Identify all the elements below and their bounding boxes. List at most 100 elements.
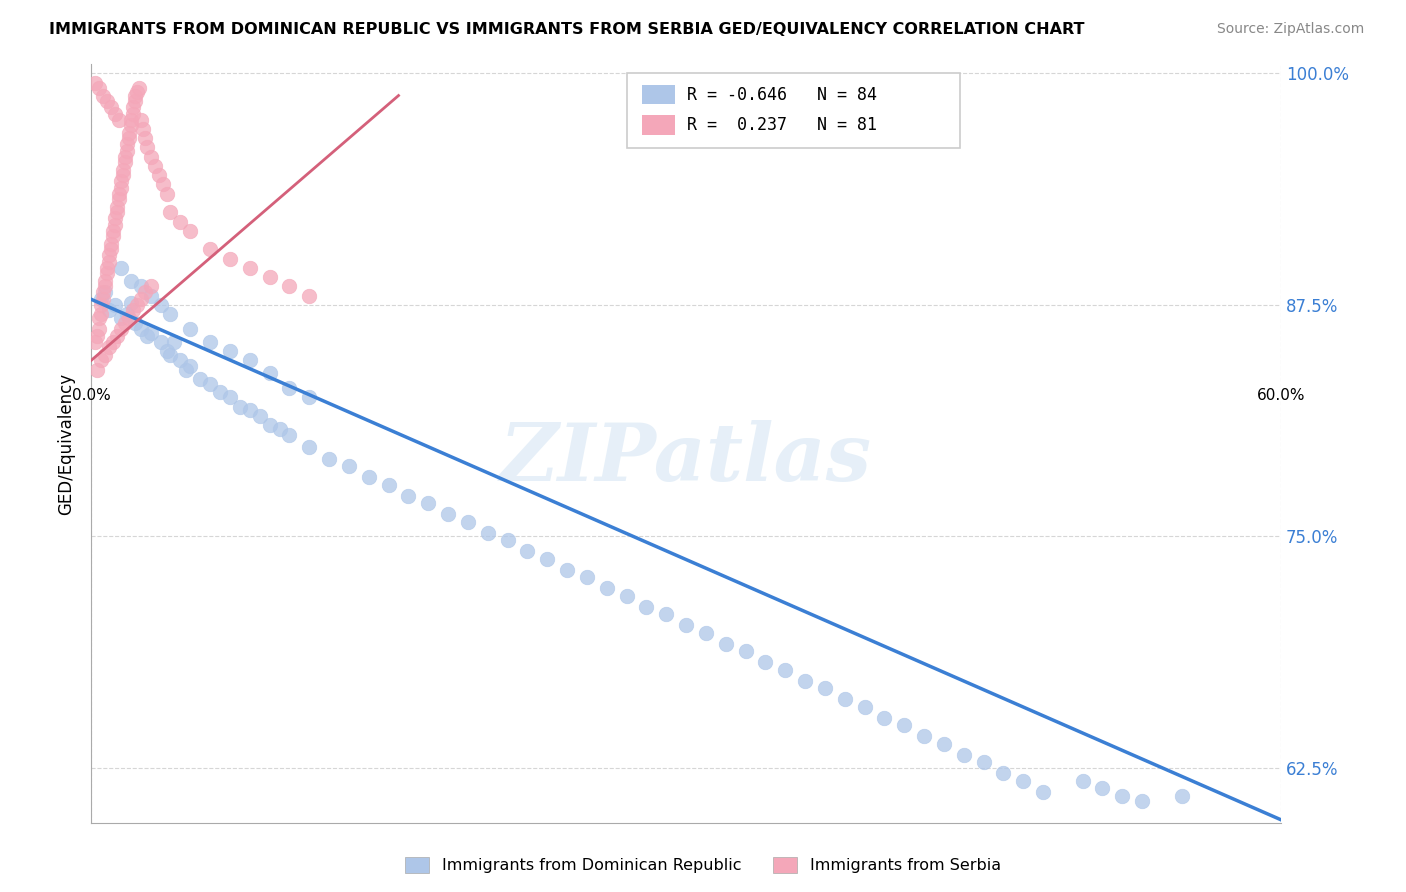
Point bbox=[169, 214, 191, 228]
Point bbox=[555, 563, 578, 577]
Point bbox=[108, 186, 131, 201]
Point bbox=[90, 307, 112, 321]
Point bbox=[773, 663, 796, 677]
Point bbox=[110, 322, 132, 336]
FancyBboxPatch shape bbox=[643, 85, 675, 104]
Point bbox=[98, 255, 121, 269]
Point bbox=[149, 334, 172, 349]
Point bbox=[179, 359, 201, 373]
Text: IMMIGRANTS FROM DOMINICAN REPUBLIC VS IMMIGRANTS FROM SERBIA GED/EQUIVALENCY COR: IMMIGRANTS FROM DOMINICAN REPUBLIC VS IM… bbox=[49, 22, 1084, 37]
Text: Source: ZipAtlas.com: Source: ZipAtlas.com bbox=[1216, 22, 1364, 37]
Point bbox=[298, 288, 321, 302]
Point bbox=[188, 372, 211, 386]
Point bbox=[596, 581, 619, 595]
Point bbox=[124, 317, 146, 331]
Point bbox=[98, 248, 121, 262]
Point bbox=[229, 400, 252, 414]
Point bbox=[120, 274, 142, 288]
Point bbox=[932, 737, 955, 751]
Point bbox=[219, 344, 242, 359]
Text: ZIPatlas: ZIPatlas bbox=[501, 420, 872, 498]
Point bbox=[129, 293, 152, 307]
Point bbox=[357, 470, 380, 484]
Point bbox=[159, 205, 181, 219]
Point bbox=[87, 310, 110, 325]
Point bbox=[110, 181, 132, 195]
Point bbox=[110, 310, 132, 325]
Point bbox=[219, 252, 242, 266]
Point bbox=[1130, 794, 1153, 808]
Point bbox=[118, 310, 141, 325]
Point bbox=[105, 205, 128, 219]
Point bbox=[239, 260, 262, 275]
Point bbox=[101, 224, 124, 238]
Point bbox=[100, 100, 122, 114]
Point bbox=[90, 293, 112, 307]
Point bbox=[125, 85, 148, 99]
Point bbox=[86, 362, 108, 376]
Point bbox=[143, 159, 166, 173]
Point bbox=[96, 260, 118, 275]
Point bbox=[1091, 781, 1114, 796]
Point bbox=[87, 81, 110, 95]
Point bbox=[94, 279, 117, 293]
Point bbox=[90, 298, 112, 312]
Point bbox=[91, 285, 114, 299]
Point bbox=[695, 625, 717, 640]
Point bbox=[94, 285, 117, 299]
Point bbox=[105, 200, 128, 214]
Point bbox=[148, 168, 170, 182]
Point bbox=[101, 229, 124, 244]
Point bbox=[108, 192, 131, 206]
Legend: Immigrants from Dominican Republic, Immigrants from Serbia: Immigrants from Dominican Republic, Immi… bbox=[398, 850, 1008, 880]
Point bbox=[111, 162, 134, 177]
Point bbox=[418, 496, 440, 510]
Point bbox=[298, 441, 321, 455]
Point bbox=[105, 329, 128, 343]
Point bbox=[98, 341, 121, 355]
Point bbox=[814, 681, 837, 696]
Point bbox=[84, 334, 107, 349]
Point bbox=[91, 293, 114, 307]
Point bbox=[179, 224, 201, 238]
Point bbox=[124, 94, 146, 108]
Point bbox=[1171, 789, 1194, 803]
Point bbox=[114, 317, 136, 331]
Point bbox=[114, 155, 136, 169]
Point bbox=[536, 551, 558, 566]
Y-axis label: GED/Equivalency: GED/Equivalency bbox=[58, 373, 75, 515]
Point bbox=[100, 236, 122, 251]
Text: R = -0.646   N = 84: R = -0.646 N = 84 bbox=[688, 87, 877, 104]
Point bbox=[155, 344, 177, 359]
Point bbox=[337, 458, 360, 473]
Point bbox=[111, 168, 134, 182]
Point bbox=[396, 489, 419, 503]
Text: R =  0.237   N = 81: R = 0.237 N = 81 bbox=[688, 116, 877, 134]
Point bbox=[135, 140, 157, 154]
Point bbox=[377, 477, 399, 491]
Point bbox=[100, 242, 122, 256]
Point bbox=[163, 334, 186, 349]
Point bbox=[104, 211, 127, 225]
Point bbox=[209, 384, 232, 399]
Point bbox=[675, 618, 697, 632]
Point bbox=[734, 644, 756, 658]
Point bbox=[139, 326, 162, 340]
Point bbox=[101, 334, 124, 349]
Point bbox=[149, 298, 172, 312]
Point bbox=[129, 279, 152, 293]
Point bbox=[318, 451, 340, 466]
Point bbox=[516, 544, 538, 558]
Point bbox=[152, 178, 174, 192]
Point bbox=[239, 353, 262, 368]
Point bbox=[1111, 789, 1133, 803]
Point bbox=[104, 298, 127, 312]
Point bbox=[1071, 773, 1094, 788]
Point bbox=[128, 81, 150, 95]
Point bbox=[269, 422, 291, 436]
Point bbox=[125, 298, 148, 312]
Point bbox=[198, 334, 221, 349]
FancyBboxPatch shape bbox=[627, 73, 960, 147]
Point bbox=[169, 353, 191, 368]
Point bbox=[114, 150, 136, 164]
